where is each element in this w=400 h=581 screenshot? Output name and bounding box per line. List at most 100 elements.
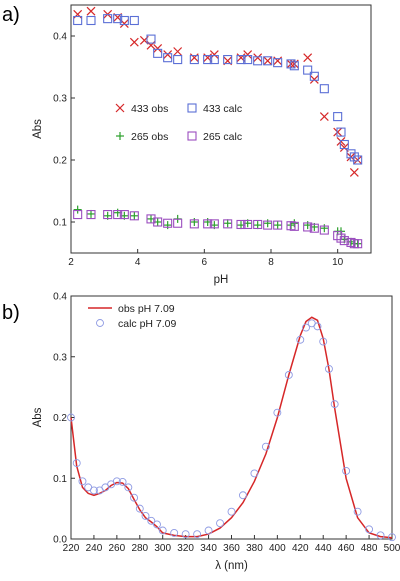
data-point	[309, 74, 319, 84]
series-calc-pH-7.09	[67, 319, 396, 542]
data-point	[336, 136, 346, 146]
x-tick-label: 420	[292, 543, 309, 554]
y-axis-label: Abs	[32, 407, 44, 427]
data-point	[203, 219, 213, 229]
data-point	[273, 58, 283, 68]
data-point	[204, 526, 213, 535]
data-point	[239, 491, 247, 500]
legend-label: obs pH 7.09	[118, 303, 175, 315]
x-tick-label: 320	[177, 543, 194, 554]
data-point	[290, 219, 299, 228]
data-point	[153, 520, 161, 529]
data-point	[227, 507, 236, 516]
data-point	[153, 217, 163, 227]
data-point	[250, 469, 259, 478]
data-point	[119, 210, 129, 220]
x-tick-label: 500	[384, 543, 400, 554]
data-point	[153, 48, 163, 58]
data-point	[173, 55, 183, 65]
data-point	[209, 219, 219, 229]
data-point	[118, 477, 127, 486]
data-point	[189, 55, 199, 65]
data-point	[72, 459, 81, 468]
data-point	[333, 112, 343, 122]
y-axis-label: Abs	[32, 119, 44, 139]
y-tick-label: 0.2	[53, 413, 67, 424]
legend-label: 265 obs	[131, 131, 168, 143]
x-tick-label: 8	[268, 257, 274, 268]
data-point	[319, 112, 329, 122]
data-point	[333, 127, 343, 137]
data-point	[286, 59, 296, 69]
x-axis-label: pH	[214, 274, 229, 286]
x-tick-label: 380	[246, 543, 263, 554]
data-point	[193, 530, 202, 539]
y-tick-label: 0.4	[53, 32, 67, 43]
y-tick-label: 0.1	[53, 218, 67, 229]
data-point	[189, 53, 199, 63]
data-point	[103, 210, 113, 220]
data-point	[190, 218, 199, 226]
x-tick-label: 480	[361, 543, 378, 554]
x-tick-label: 300	[154, 543, 171, 554]
data-point	[388, 533, 396, 542]
data-point	[273, 220, 283, 230]
data-point	[324, 364, 333, 373]
data-point	[78, 477, 87, 486]
x-axis-label: λ (nm)	[215, 560, 248, 572]
chart-a-ph-titration: 2 4 6 8 10 0.1 0.2 0.3 0.4 pH Abs 433 obs 433 calc 26…	[32, 4, 372, 286]
data-point	[153, 43, 163, 53]
data-point	[333, 231, 343, 241]
data-point	[73, 9, 83, 19]
data-point	[253, 56, 263, 66]
x-tick-label: 260	[109, 543, 126, 554]
data-point	[73, 205, 82, 214]
data-point	[342, 467, 351, 475]
x-tick-label: 440	[315, 543, 332, 554]
data-point	[303, 65, 313, 75]
series-265-calc	[73, 210, 363, 249]
data-point	[253, 53, 263, 63]
data-point	[263, 56, 273, 66]
x-tick-label: 240	[86, 543, 103, 554]
data-point	[73, 15, 83, 26]
data-point	[223, 219, 232, 228]
data-point	[253, 219, 263, 230]
data-point	[243, 219, 253, 230]
data-point	[209, 55, 219, 65]
legend-marker	[187, 103, 197, 113]
legend-label: calc pH 7.09	[118, 318, 177, 330]
data-point	[129, 37, 139, 47]
data-point	[346, 149, 356, 159]
data-point	[119, 15, 129, 26]
data-point	[319, 225, 329, 235]
data-point	[273, 56, 283, 66]
data-point	[319, 337, 328, 346]
data-point	[236, 55, 246, 65]
data-point	[163, 218, 173, 228]
x-tick-label: 340	[200, 543, 217, 554]
data-point	[203, 55, 213, 65]
data-point	[330, 400, 339, 409]
data-point	[163, 221, 172, 230]
data-point	[353, 155, 363, 165]
data-point	[89, 486, 98, 495]
data-point	[349, 152, 359, 162]
x-tick-label: 6	[202, 257, 208, 268]
data-point	[303, 53, 313, 63]
x-tick-label: 360	[223, 543, 240, 554]
panel-label-b: b)	[2, 302, 20, 324]
data-point	[113, 210, 123, 220]
x-tick-label: 220	[63, 543, 80, 554]
data-point	[273, 408, 282, 417]
data-point	[124, 483, 133, 492]
x-tick-label: 2	[68, 257, 74, 268]
data-point	[163, 50, 173, 60]
series-obs-pH-7.09	[70, 316, 393, 539]
legend-marker	[187, 131, 197, 141]
panel-label-a: a)	[2, 4, 20, 26]
data-point	[113, 14, 123, 24]
data-point	[189, 219, 199, 229]
data-point	[147, 516, 156, 525]
data-point	[158, 526, 167, 535]
